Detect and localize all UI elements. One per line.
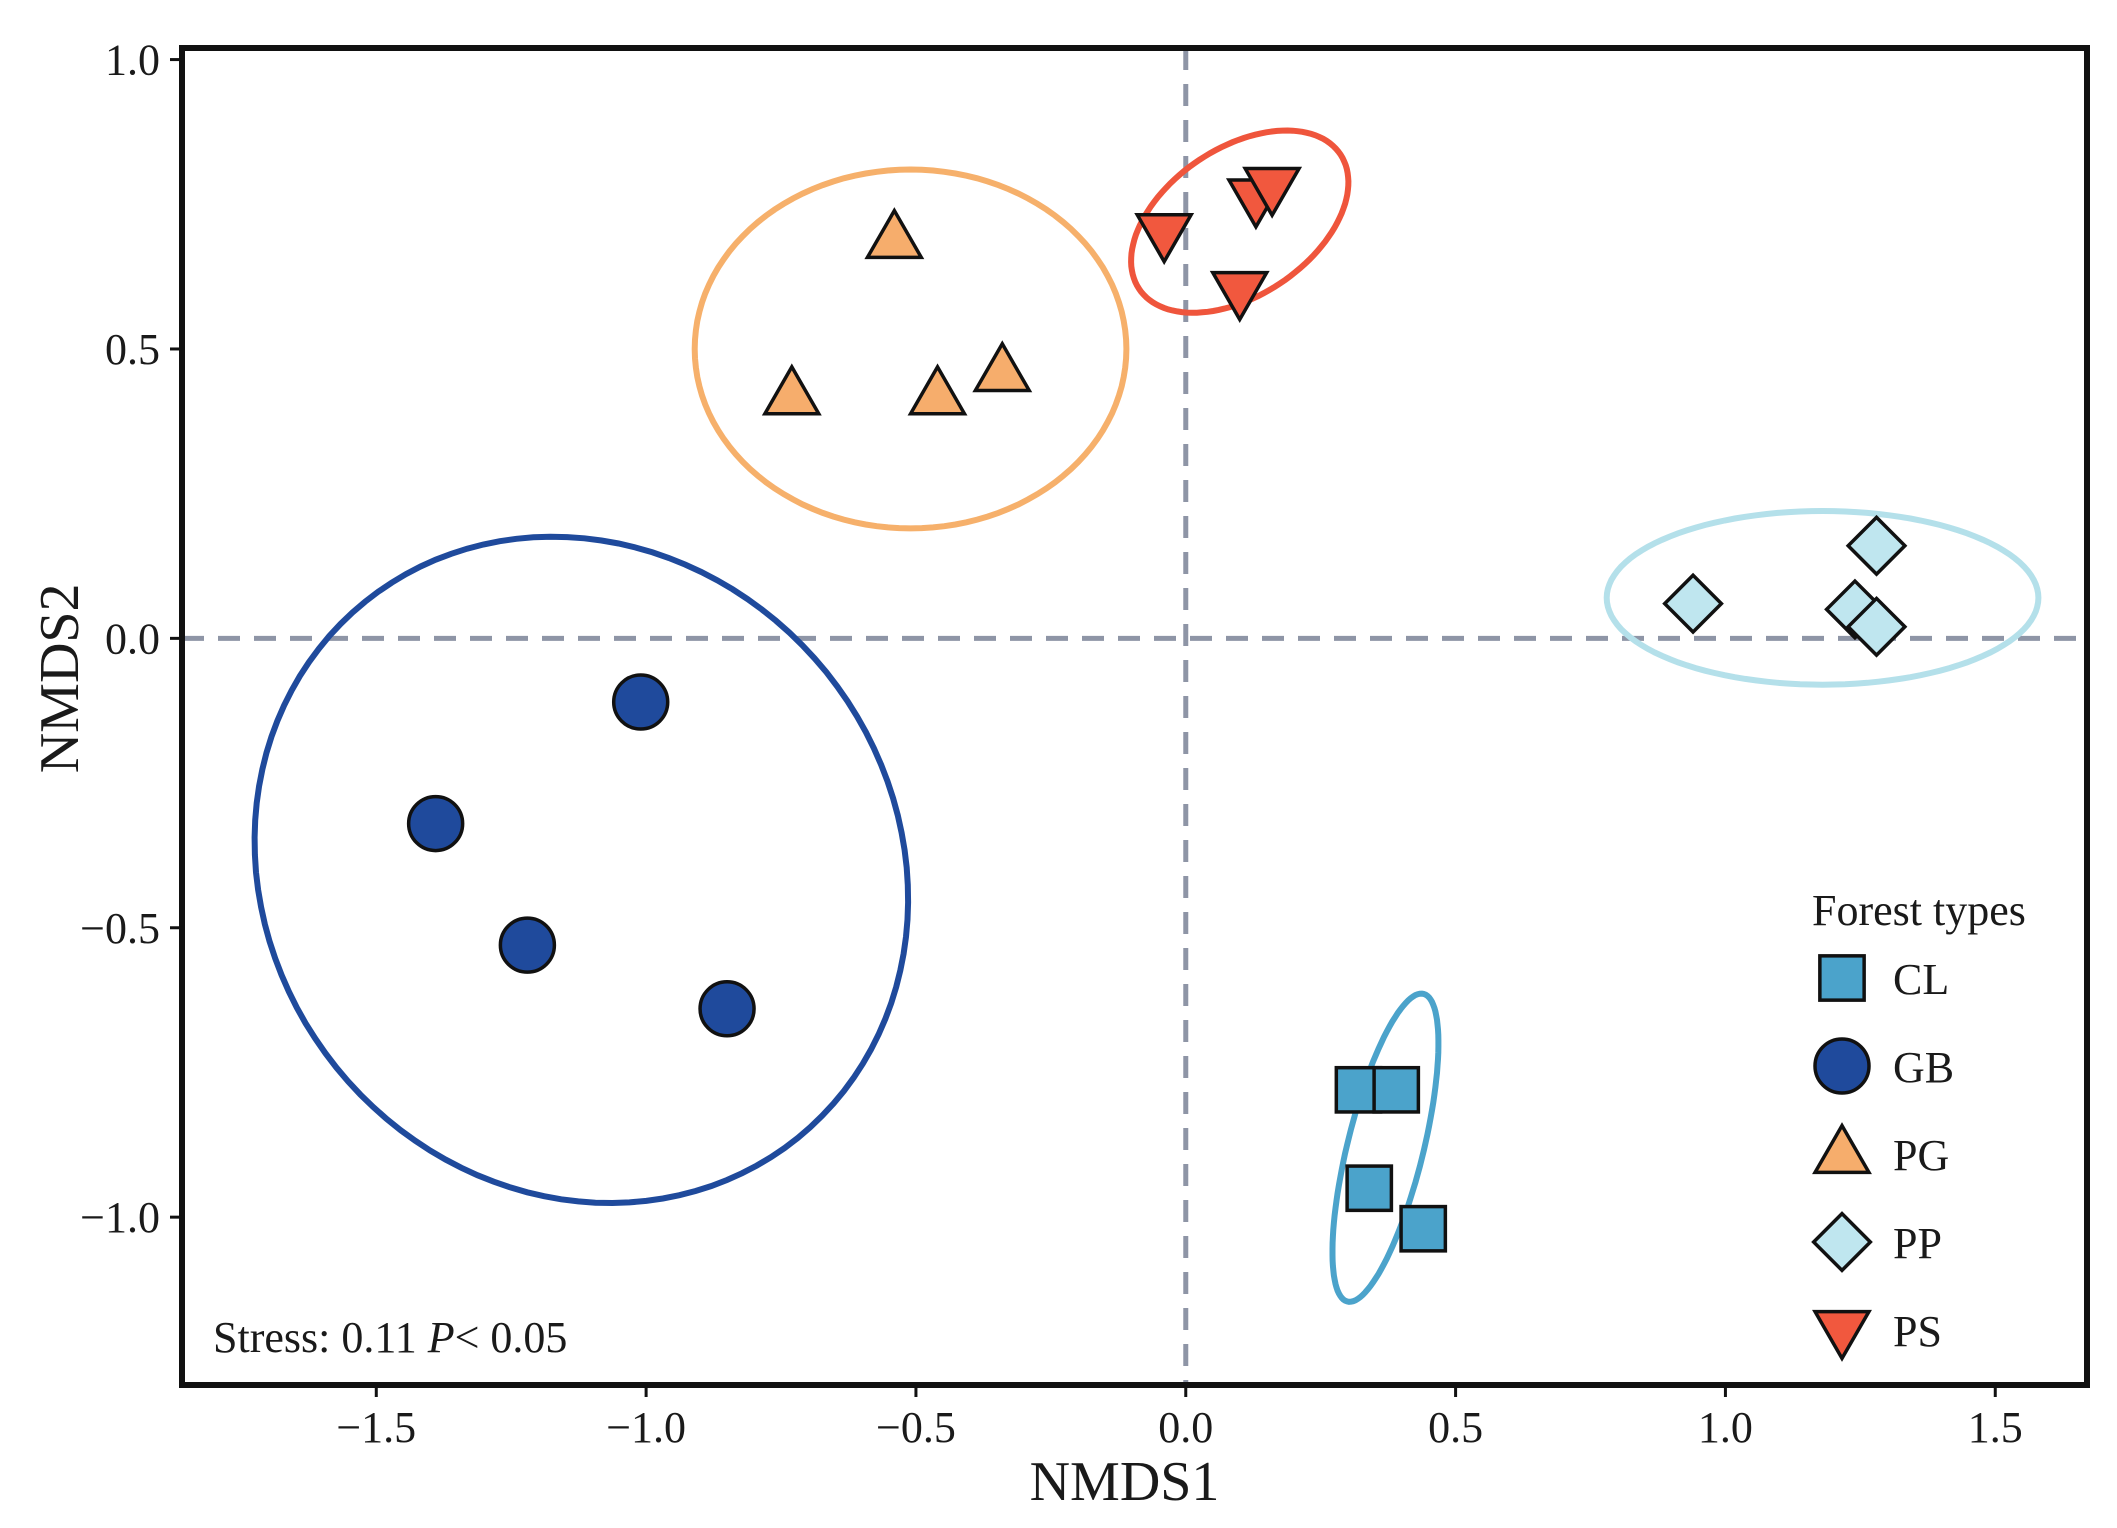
p-symbol: P <box>427 1313 455 1362</box>
point-pp-4 <box>1845 595 1908 658</box>
y-tick-label: −1.0 <box>80 1193 160 1242</box>
point-pp-1 <box>1662 572 1724 635</box>
point-ps-3 <box>1242 166 1303 219</box>
x-tick-label: −0.5 <box>876 1403 956 1452</box>
point-pg-2 <box>761 363 822 416</box>
y-axis-title: NMDS2 <box>29 583 91 773</box>
x-axis-title: NMDS1 <box>1030 1451 1220 1513</box>
ellipse-cl <box>1329 990 1442 1305</box>
ellipse-ps <box>1128 127 1352 316</box>
legend-label-pp: PP <box>1893 1219 1942 1268</box>
legend-marker-ps <box>1812 1309 1872 1362</box>
x-tick-label: 1.0 <box>1698 1403 1753 1452</box>
legend-label-gb: GB <box>1893 1043 1954 1092</box>
point-cl-4 <box>1399 1204 1448 1253</box>
plot-frame <box>179 45 2090 1388</box>
x-tick-label: 0.0 <box>1158 1403 1213 1452</box>
p-value: < 0.05 <box>455 1313 568 1362</box>
y-tick-label: 0.5 <box>105 325 160 374</box>
stress-annotation: Stress: 0.11 P< 0.05 <box>213 1313 567 1362</box>
point-gb-2 <box>406 794 465 853</box>
ellipse-gb <box>251 533 912 1207</box>
point-ps-1 <box>1134 213 1195 266</box>
legend-label-cl: CL <box>1893 955 1949 1004</box>
point-pp-2 <box>1845 514 1908 577</box>
y-tick-label: 1.0 <box>105 36 160 85</box>
point-gb-3 <box>498 916 557 974</box>
plot-area <box>182 48 2087 1385</box>
x-tick-label: 0.5 <box>1428 1403 1483 1452</box>
x-tick-label: −1.5 <box>336 1403 416 1452</box>
legend-marker-gb <box>1813 1037 1871 1095</box>
y-tick-label: −0.5 <box>80 904 160 953</box>
legend-marker-pp <box>1811 1211 1873 1273</box>
point-cl-2 <box>1372 1065 1421 1114</box>
legend-marker-pg <box>1812 1122 1872 1175</box>
point-ps-4 <box>1209 270 1270 323</box>
x-tick-label: 1.5 <box>1968 1403 2023 1452</box>
legend-label-ps: PS <box>1893 1307 1942 1356</box>
point-pg-3 <box>907 363 968 416</box>
x-tick-label: −1.0 <box>606 1403 686 1452</box>
point-pg-4 <box>972 340 1033 393</box>
stress-text: Stress: 0.11 <box>213 1313 428 1362</box>
point-pg-1 <box>864 207 925 260</box>
legend-label-pg: PG <box>1893 1131 1949 1180</box>
ellipse-pp <box>1603 507 2042 688</box>
point-cl-3 <box>1345 1164 1394 1213</box>
point-gb-1 <box>611 673 670 731</box>
ellipse-pg <box>691 166 1130 532</box>
y-tick-label: 0.0 <box>105 614 160 663</box>
legend-title: Forest types <box>1812 886 2026 935</box>
legend: Forest types CL GB PG PP PS <box>1811 886 2026 1362</box>
point-gb-4 <box>698 980 756 1038</box>
legend-marker-cl <box>1818 954 1866 1002</box>
